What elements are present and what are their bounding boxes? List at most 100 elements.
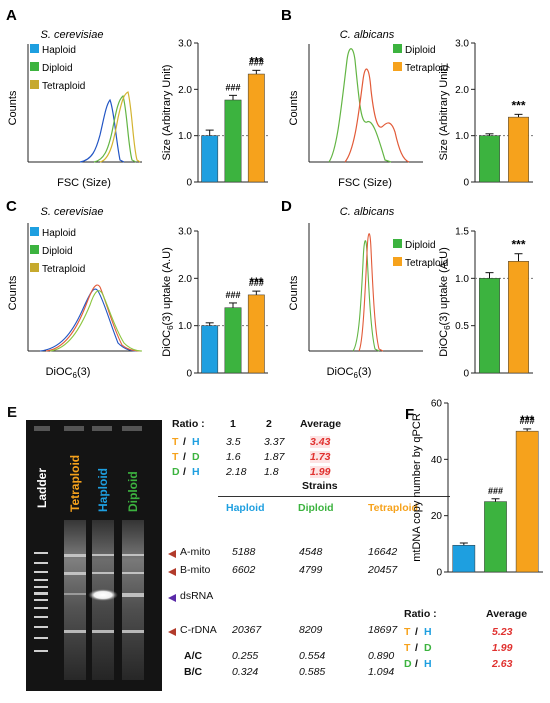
ratio-slash: /	[183, 451, 186, 463]
panel-b-species: C. albicans	[340, 29, 395, 41]
y-tick-label: 1.0	[455, 274, 469, 285]
legend-diploid-swatch	[393, 239, 402, 248]
ratio-row-label: A/C	[184, 650, 203, 662]
gel-well	[92, 426, 112, 431]
strain-col-diploid: Diploid	[298, 502, 334, 514]
panel-c-bar-chart: 01.02.03.0######***DiOC6(3) uptake (A.U)	[161, 227, 268, 380]
ratio-slash: /	[415, 626, 418, 638]
legend-haploid-swatch	[30, 44, 39, 53]
panel-a-hist-diploid	[93, 94, 137, 163]
panel-e-letter: E	[7, 404, 18, 421]
y-tick-label: 0	[436, 568, 442, 579]
band-value: 8209	[299, 624, 323, 636]
panel-a-species: S. cerevisiae	[41, 29, 104, 41]
bar-tetraploid	[247, 294, 265, 374]
y-tick-label: 40	[431, 455, 443, 466]
ratio-a: D	[172, 466, 180, 478]
band-arrows	[168, 550, 176, 636]
panel-b-bar-chart: 0 1.0 2.0 3.0 *** Size (Arbitrary Unit)	[438, 39, 533, 189]
ratio-b: D	[192, 451, 200, 463]
band-value: 16642	[368, 546, 398, 558]
ratio-header-label: Ratio :	[172, 418, 205, 430]
bar-tetraploid	[508, 116, 529, 183]
ratio-v1: 1.6	[226, 451, 241, 463]
ratio-v2: 1.87	[264, 451, 285, 463]
y-tick-label: 3.0	[178, 227, 192, 238]
significance-mark: ***	[249, 54, 263, 68]
gel-well	[64, 426, 84, 431]
y-tick-label: 1.0	[178, 321, 192, 332]
arrow-b-mito-icon	[168, 568, 176, 576]
ratio-b: H	[192, 466, 200, 478]
panel-d-species: C. albicans	[340, 206, 395, 218]
panel-a-hist-tetraploid	[99, 91, 141, 163]
y-tick-label: 1.5	[455, 227, 469, 238]
band-value: 20367	[232, 624, 262, 636]
legend-tetraploid: Tetraploid	[405, 63, 448, 74]
gel-label-diploid: Diploid	[126, 471, 140, 512]
ratio-table-e: Ratio : 1 2 Average T / H 3.5 3.37 3.43 T / D 1.6…	[172, 418, 382, 481]
band-label-dsrna: dsRNA	[180, 590, 214, 602]
ratio-f-header-label: Ratio :	[404, 608, 437, 620]
panel-a-hist-ylabel: Counts	[7, 90, 19, 125]
ratio-b: H	[424, 658, 432, 670]
significance-mark: ###	[225, 82, 240, 92]
significance-mark: ***	[511, 98, 525, 112]
significance-mark: ###	[249, 57, 264, 67]
legend-diploid: Diploid	[42, 63, 73, 74]
significance-mark: ###	[520, 416, 535, 426]
significance-mark: ###	[249, 278, 264, 288]
bar-diploid	[224, 307, 242, 374]
y-tick-label: 0	[186, 178, 192, 189]
ratio-a: T	[404, 626, 411, 638]
ratio-f-row: T / D 1.99	[404, 642, 544, 658]
y-tick-label: 2.0	[178, 274, 192, 285]
legend-tetraploid: Tetraploid	[42, 264, 85, 275]
ratio-slash: /	[183, 436, 186, 448]
bar-haploid	[201, 325, 219, 374]
panel-b-hist-tetraploid	[344, 68, 410, 163]
ratio-header-2: 2	[266, 418, 272, 430]
panel-d-svg: D C. albicans Counts DiOC6(3) Diploid Te…	[281, 198, 533, 380]
bar-diploid	[484, 501, 507, 573]
ratio-average: 1.73	[310, 451, 331, 463]
panel-a-bar-chart: 01.02.03.0######***Size (Arbitrary Unit)	[161, 39, 268, 189]
y-tick-label: 1.0	[178, 131, 192, 142]
band-value: 6602	[232, 564, 256, 576]
ratio-a: D	[404, 658, 412, 670]
ratio-row: T / D 1.6 1.87 1.73	[172, 451, 382, 466]
panel-b: B C. albicans Counts FSC (Size) Diploid …	[275, 0, 550, 200]
band-label-b-mito: B-mito	[180, 564, 211, 576]
gel-dsrna-band	[64, 593, 86, 595]
panel-c: C S. cerevisiae Counts DiOC6(3) Haploid …	[0, 193, 275, 386]
legend-diploid: Diploid	[405, 240, 436, 251]
significance-mark: ###	[225, 290, 240, 300]
y-tick-label: 1.0	[455, 131, 469, 142]
y-tick-label: 0	[463, 178, 469, 189]
panel-b-svg: B C. albicans Counts FSC (Size) Diploid …	[281, 7, 533, 189]
ratio-slash: /	[183, 466, 186, 478]
panel-d-hist-ylabel: Counts	[288, 275, 300, 310]
ratio-f-row: T / H 5.23	[404, 626, 544, 642]
gel-dsrna-band	[88, 589, 118, 601]
legend-haploid-swatch	[30, 227, 39, 236]
ratio-row: D / H 2.18 1.8 1.99	[172, 466, 382, 481]
y-tick-label: 3.0	[178, 39, 192, 50]
bar-ylabel: DiOC6(3) uptake (A.U)	[438, 247, 452, 357]
gel-dsrna-band	[122, 593, 144, 597]
bar-diploid	[224, 99, 242, 183]
y-tick-label: 0	[463, 369, 469, 380]
band-value: 5188	[232, 546, 256, 558]
ratio-v2: 1.8	[264, 466, 279, 478]
y-tick-label: 3.0	[455, 39, 469, 50]
strain-col-tetraploid: Tetraploid	[368, 502, 418, 514]
ratio-a: T	[172, 436, 179, 448]
legend-diploid-swatch	[30, 245, 39, 254]
arrow-dsrna-icon	[168, 594, 176, 602]
panel-b-letter: B	[281, 7, 292, 24]
ratio-row-value: 0.890	[368, 650, 395, 662]
ratio-average: 2.63	[492, 658, 513, 670]
legend-tetraploid-swatch	[393, 257, 402, 266]
ratio-a: T	[172, 451, 179, 463]
gel-well	[122, 426, 142, 431]
